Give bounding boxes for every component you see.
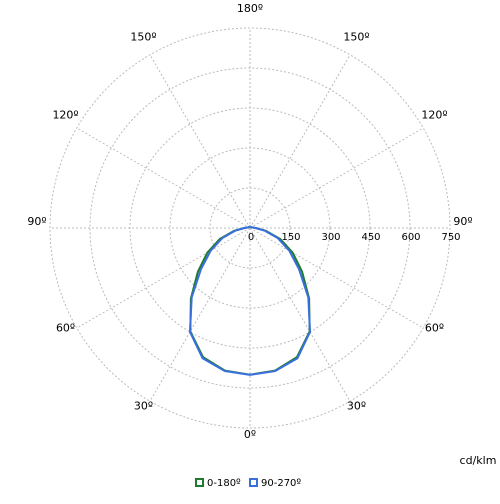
series-line (249, 225, 312, 376)
grid-spoke (149, 54, 251, 229)
angle-label: 30º (347, 399, 366, 412)
grid-spoke (149, 227, 251, 402)
angle-label: 30º (134, 399, 153, 412)
angle-label: 0º (244, 428, 256, 441)
angle-label: 60º (425, 322, 444, 335)
r-tick-label: 150 (281, 232, 300, 243)
angle-label: 120º (421, 109, 447, 122)
grid-spoke (249, 54, 351, 229)
legend-swatch (195, 478, 204, 487)
r-tick-label: 450 (361, 232, 380, 243)
angle-label: 60º (56, 322, 75, 335)
series-line (188, 225, 251, 376)
r-tick-label: 600 (401, 232, 420, 243)
grid-spoke (249, 227, 424, 329)
r-tick-label: 750 (441, 232, 460, 243)
grid-ring (49, 27, 451, 429)
grid-spoke (249, 227, 351, 402)
grid-spoke (249, 127, 424, 229)
unit-label: cd/klm (460, 454, 497, 467)
angle-label: 120º (52, 109, 78, 122)
angle-label: 150º (343, 31, 369, 44)
legend-swatch (249, 478, 258, 487)
grid-spoke (76, 127, 251, 229)
angle-label: 150º (130, 31, 156, 44)
legend-label: 0-180º (207, 478, 241, 489)
legend-label: 90-270º (261, 478, 301, 489)
angle-label: 90º (27, 215, 46, 228)
r-tick-label: 0 (248, 232, 254, 243)
angle-label: 90º (453, 215, 472, 228)
r-tick-label: 300 (321, 232, 340, 243)
angle-label: 180º (237, 2, 263, 15)
grid-spoke (76, 227, 251, 329)
